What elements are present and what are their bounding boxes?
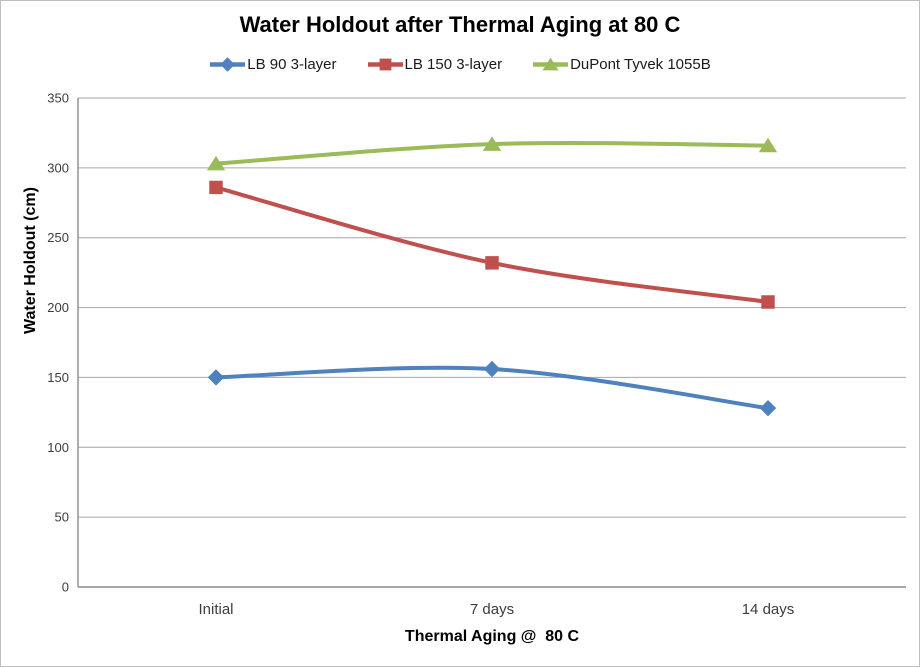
legend-marker-square-icon (367, 58, 403, 70)
x-tick-label: 7 days (470, 601, 514, 618)
y-tick-label: 0 (62, 580, 69, 595)
legend-label: DuPont Tyvek 1055B (570, 55, 711, 73)
y-tick-label: 100 (47, 440, 69, 455)
data-point-diamond (759, 399, 777, 417)
triangle-icon (542, 57, 559, 70)
x-tick-label: Initial (198, 601, 233, 618)
legend-label: LB 150 3-layer (404, 55, 503, 73)
data-point-square (761, 295, 775, 309)
data-point-square (209, 180, 223, 195)
x-tick-label: 14 days (742, 601, 795, 618)
y-tick-label: 150 (47, 370, 69, 385)
y-tick-label: 50 (55, 510, 69, 525)
legend-label: LB 90 3-layer (247, 55, 337, 73)
y-tick-label: 200 (47, 300, 69, 315)
square-icon (379, 58, 391, 70)
x-axis-title: Thermal Aging @ 80 C (404, 628, 580, 645)
legend-marker-triangle-icon (533, 57, 569, 70)
y-tick-label: 300 (47, 160, 69, 175)
legend: LB 90 3-layer LB 150 3-layer DuPont Tyve… (1, 52, 919, 76)
data-point-triangle (758, 137, 778, 153)
series-line-square (214, 185, 770, 304)
legend-item-dupont-tyvek-1055b: DuPont Tyvek 1055B (532, 56, 711, 73)
data-point-triangle (206, 155, 226, 171)
legend-marker-diamond-icon (210, 56, 246, 72)
y-tick-label: 250 (47, 230, 69, 245)
legend-item-lb-90-3-layer: LB 90 3-layer (209, 55, 337, 73)
y-tick-label: 350 (47, 91, 69, 106)
data-point-square (485, 256, 499, 270)
chart-title: Water Holdout after Thermal Aging at 80 … (239, 12, 681, 37)
data-point-diamond (483, 360, 501, 378)
data-point-diamond (207, 369, 225, 386)
data-point-triangle (482, 136, 502, 151)
legend-item-lb-150-3-layer: LB 150 3-layer (367, 55, 503, 73)
